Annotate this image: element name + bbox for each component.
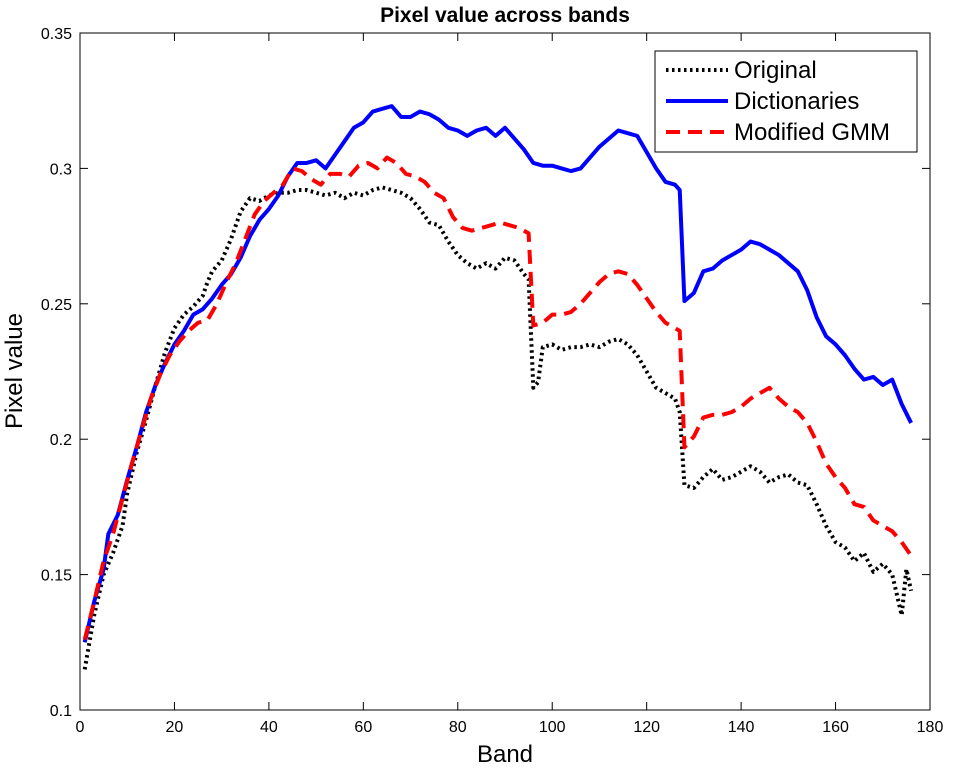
x-tick-label: 60 xyxy=(354,719,372,736)
legend-label: Original xyxy=(734,57,817,84)
y-tick-label: 0.3 xyxy=(50,161,72,178)
axes-frame xyxy=(79,32,931,711)
y-tick-label: 0.15 xyxy=(41,568,72,585)
y-axis-label: Pixel value xyxy=(1,313,28,429)
y-tick-label: 0.2 xyxy=(50,432,72,449)
x-tick-label: 180 xyxy=(917,719,944,736)
chart-title: Pixel value across bands xyxy=(380,4,630,27)
legend: Original Dictionaries Modified GMM xyxy=(654,50,918,153)
x-axis-ticks: 0 20 40 60 80 100 120 140 160 180 xyxy=(76,33,944,736)
series-line-dictionaries xyxy=(82,104,913,643)
y-tick-label: 0.25 xyxy=(41,297,72,314)
x-tick-label: 80 xyxy=(449,719,467,736)
y-tick-label: 0.1 xyxy=(50,703,72,720)
x-tick-label: 160 xyxy=(822,719,849,736)
series-line-original xyxy=(82,185,914,670)
x-tick-label: 40 xyxy=(260,719,278,736)
x-tick-label: 140 xyxy=(728,719,755,736)
legend-label: Modified GMM xyxy=(734,119,890,146)
x-tick-label: 100 xyxy=(539,719,566,736)
x-axis-label: Band xyxy=(477,741,533,768)
series-line-modified-gmm xyxy=(82,155,913,641)
x-tick-label: 120 xyxy=(633,719,660,736)
x-tick-label: 20 xyxy=(166,719,184,736)
series-layer xyxy=(82,104,914,670)
y-tick-label: 0.35 xyxy=(41,26,72,43)
legend-label: Dictionaries xyxy=(734,88,859,115)
legend-items: Original Dictionaries Modified GMM xyxy=(666,57,890,146)
y-axis-ticks: 0.1 0.15 0.2 0.25 0.3 0.35 xyxy=(41,26,930,720)
x-tick-label: 0 xyxy=(76,719,85,736)
